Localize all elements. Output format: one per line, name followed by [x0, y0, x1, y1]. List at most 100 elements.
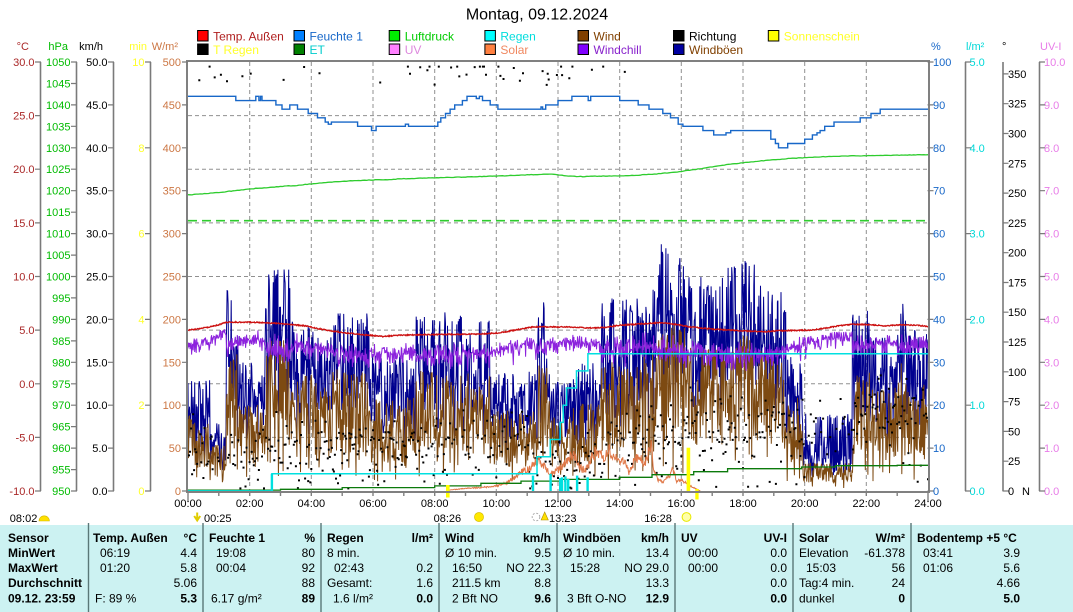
- svg-text:6.0: 6.0: [1044, 229, 1059, 241]
- svg-text:350: 350: [163, 186, 181, 198]
- svg-text:km/h: km/h: [523, 531, 551, 545]
- svg-text:Regen: Regen: [327, 531, 364, 545]
- svg-text:Gesamt:: Gesamt:: [327, 576, 372, 590]
- svg-text:UV-I: UV-I: [764, 531, 787, 545]
- svg-text:6.17 g/m²: 6.17 g/m²: [211, 592, 262, 606]
- svg-text:-10.0: -10.0: [9, 486, 34, 498]
- svg-text:0: 0: [1008, 486, 1014, 498]
- svg-text:4.4: 4.4: [180, 546, 197, 560]
- svg-text:0.0: 0.0: [770, 592, 787, 606]
- svg-text:25: 25: [1008, 456, 1020, 468]
- svg-text:211.5 km: 211.5 km: [452, 576, 500, 590]
- svg-text:Regen: Regen: [500, 30, 535, 44]
- svg-text:30: 30: [933, 357, 945, 369]
- svg-text:00:00: 00:00: [174, 498, 202, 510]
- svg-text:2: 2: [138, 400, 144, 412]
- svg-text:0.0: 0.0: [770, 561, 787, 575]
- svg-text:Sonnenschein: Sonnenschein: [784, 30, 860, 44]
- svg-text:150: 150: [163, 357, 181, 369]
- svg-text:3.0: 3.0: [1044, 357, 1059, 369]
- svg-text:300: 300: [163, 229, 181, 241]
- svg-text:Windböen: Windböen: [563, 531, 621, 545]
- svg-text:06:19: 06:19: [100, 546, 130, 560]
- svg-text:990: 990: [52, 314, 70, 326]
- svg-text:50: 50: [933, 272, 945, 284]
- svg-text:8.8: 8.8: [534, 576, 551, 590]
- svg-text:Tag:4 min.: Tag:4 min.: [799, 576, 854, 590]
- svg-text:30.0: 30.0: [86, 229, 107, 241]
- svg-text:00:25: 00:25: [204, 513, 232, 525]
- svg-text:Feuchte 1: Feuchte 1: [209, 531, 265, 545]
- svg-text:40: 40: [933, 314, 945, 326]
- svg-text:9.0: 9.0: [1044, 100, 1059, 112]
- svg-text:-61.378: -61.378: [864, 546, 905, 560]
- svg-text:100: 100: [933, 57, 951, 69]
- svg-text:%: %: [304, 531, 315, 545]
- svg-text:92: 92: [302, 561, 316, 575]
- svg-text:min: min: [129, 41, 147, 53]
- svg-text:1015: 1015: [46, 207, 70, 219]
- svg-text:W/m²: W/m²: [152, 41, 179, 53]
- svg-text:F: 89 %: F: 89 %: [95, 592, 137, 606]
- svg-text:9.5: 9.5: [534, 546, 551, 560]
- svg-text:1035: 1035: [46, 121, 70, 133]
- svg-text:10: 10: [132, 57, 144, 69]
- svg-text:1.6: 1.6: [416, 576, 433, 590]
- svg-text:8 min.: 8 min.: [327, 546, 360, 560]
- svg-text:3.9: 3.9: [1003, 546, 1020, 560]
- svg-text:2.0: 2.0: [970, 314, 985, 326]
- svg-text:1025: 1025: [46, 164, 70, 176]
- svg-text:W/m²: W/m²: [876, 531, 905, 545]
- svg-text:88: 88: [302, 576, 316, 590]
- svg-text:13:23: 13:23: [549, 513, 577, 525]
- svg-text:°C: °C: [184, 531, 198, 545]
- svg-text:70: 70: [933, 186, 945, 198]
- svg-text:0.0: 0.0: [19, 379, 34, 391]
- svg-text:1.6 l/m²: 1.6 l/m²: [333, 592, 373, 606]
- svg-text:Montag, 09.12.2024: Montag, 09.12.2024: [466, 7, 608, 24]
- svg-text:24:00: 24:00: [914, 498, 942, 510]
- svg-text:995: 995: [52, 293, 70, 305]
- svg-text:5.3: 5.3: [180, 592, 197, 606]
- svg-text:01:20: 01:20: [100, 561, 130, 575]
- svg-text:Windböen: Windböen: [689, 43, 743, 57]
- svg-text:1010: 1010: [46, 229, 70, 241]
- svg-text:20.0: 20.0: [86, 314, 107, 326]
- svg-text:3.0: 3.0: [970, 229, 985, 241]
- svg-text:3 Bft O-NO: 3 Bft O-NO: [567, 592, 626, 606]
- svg-text:10:00: 10:00: [483, 498, 511, 510]
- svg-text:0.0: 0.0: [1044, 486, 1059, 498]
- svg-text:13.4: 13.4: [646, 546, 670, 560]
- svg-text:24: 24: [892, 576, 906, 590]
- svg-text:10.0: 10.0: [13, 272, 34, 284]
- svg-text:NO 29.0: NO 29.0: [624, 561, 669, 575]
- svg-text:5.0: 5.0: [19, 325, 34, 337]
- svg-text:0: 0: [138, 486, 144, 498]
- svg-text:Ø 10 min.: Ø 10 min.: [445, 546, 497, 560]
- svg-text:04:00: 04:00: [298, 498, 326, 510]
- svg-text:0: 0: [175, 486, 181, 498]
- svg-text:19:08: 19:08: [216, 546, 246, 560]
- svg-text:16:00: 16:00: [668, 498, 696, 510]
- svg-text:1040: 1040: [46, 100, 70, 112]
- svg-text:ET: ET: [310, 43, 326, 57]
- svg-text:14:00: 14:00: [606, 498, 634, 510]
- svg-text:Temp. Außen: Temp. Außen: [93, 531, 168, 545]
- svg-text:0: 0: [933, 486, 939, 498]
- svg-text:10.0: 10.0: [1044, 57, 1065, 69]
- svg-text:980: 980: [52, 357, 70, 369]
- svg-text:20:00: 20:00: [791, 498, 819, 510]
- svg-text:22:00: 22:00: [853, 498, 881, 510]
- svg-text:T Regen: T Regen: [213, 43, 259, 57]
- svg-text:89: 89: [302, 592, 316, 606]
- svg-text:N: N: [1022, 486, 1030, 498]
- svg-text:10: 10: [933, 443, 945, 455]
- svg-text:4.66: 4.66: [997, 576, 1021, 590]
- svg-text:200: 200: [1008, 248, 1026, 260]
- svg-text:960: 960: [52, 443, 70, 455]
- svg-text:Durchschnitt: Durchschnitt: [8, 576, 82, 590]
- svg-text:20.0: 20.0: [13, 164, 34, 176]
- svg-text:5.8: 5.8: [180, 561, 197, 575]
- svg-text:5.0: 5.0: [970, 57, 985, 69]
- svg-text:970: 970: [52, 400, 70, 412]
